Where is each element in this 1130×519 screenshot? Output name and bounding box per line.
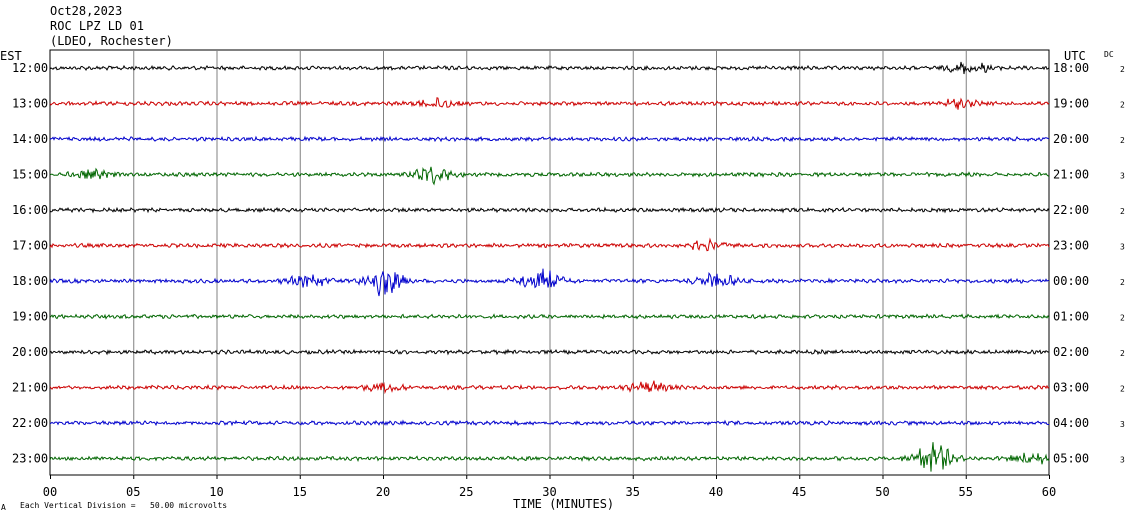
dc-value: 2 <box>1120 314 1125 323</box>
est-hour-label: 15:00 <box>12 168 48 182</box>
dc-value: 2 <box>1120 349 1125 358</box>
trace-row-1800 <box>49 268 1050 297</box>
station-name: ROC LPZ LD 01 <box>50 19 144 33</box>
est-hour-label: 22:00 <box>12 416 48 430</box>
utc-hour-label: 00:00 <box>1053 274 1089 288</box>
utc-hour-label: 01:00 <box>1053 310 1089 324</box>
trace-row-2100 <box>49 380 1050 395</box>
est-hour-label: 16:00 <box>12 203 48 217</box>
dc-value: 3 <box>1120 420 1125 429</box>
utc-hour-label: 05:00 <box>1053 452 1089 466</box>
est-hour-label: 19:00 <box>12 310 48 324</box>
dc-column-label: DC <box>1104 50 1114 59</box>
x-tick-label: 35 <box>626 485 640 499</box>
x-tick-label: 60 <box>1042 485 1056 499</box>
est-hour-label: 13:00 <box>12 97 48 111</box>
trace-row-2000 <box>49 348 1050 356</box>
trace-row-2300 <box>49 442 1050 472</box>
est-hour-label: 23:00 <box>12 452 48 466</box>
x-tick-label: 30 <box>542 485 556 499</box>
trace-row-1500 <box>49 166 1050 186</box>
est-axis-label: EST <box>0 49 22 63</box>
trace-row-1200 <box>49 61 1050 75</box>
utc-hour-label: 22:00 <box>1053 203 1089 217</box>
corner-mark: A <box>1 503 6 512</box>
utc-hour-label: 19:00 <box>1053 97 1089 111</box>
hour-labels: 12:00 18:00 213:00 19:00 214:00 20:00 215:00 21… <box>12 61 1125 466</box>
dc-value: 2 <box>1120 65 1125 74</box>
est-hour-label: 20:00 <box>12 345 48 359</box>
x-tick-label: 50 <box>875 485 889 499</box>
x-tick-label: 10 <box>209 485 223 499</box>
x-tick-label: 20 <box>376 485 390 499</box>
x-tick-label: 25 <box>459 485 473 499</box>
dc-value: 3 <box>1120 172 1125 181</box>
x-tick-label: 00 <box>43 485 57 499</box>
utc-hour-label: 21:00 <box>1053 168 1089 182</box>
x-axis-ticks: 00 05 10 15 20 25 30 35 40 45 50 55 60 <box>43 475 1056 499</box>
scale-note: Each Vertical Division = 50.00 microvolt… <box>20 501 228 510</box>
utc-hour-label: 04:00 <box>1053 416 1089 430</box>
est-hour-label: 14:00 <box>12 132 48 146</box>
trace-row-1600 <box>49 206 1050 214</box>
utc-hour-label: 02:00 <box>1053 345 1089 359</box>
utc-axis-label: UTC <box>1064 49 1086 63</box>
utc-hour-label: 03:00 <box>1053 381 1089 395</box>
x-tick-label: 55 <box>959 485 973 499</box>
x-tick-label: 15 <box>293 485 307 499</box>
x-axis-title: TIME (MINUTES) <box>513 497 615 511</box>
x-tick-label: 05 <box>126 485 140 499</box>
chart-date: Oct28,2023 <box>50 4 123 18</box>
est-hour-label: 12:00 <box>12 61 48 75</box>
utc-hour-label: 20:00 <box>1053 132 1089 146</box>
utc-hour-label: 18:00 <box>1053 61 1089 75</box>
x-tick-label: 40 <box>709 485 723 499</box>
utc-hour-label: 23:00 <box>1053 239 1089 253</box>
est-hour-label: 17:00 <box>12 239 48 253</box>
trace-row-1400 <box>49 135 1050 143</box>
grid-lines <box>49 49 1050 476</box>
dc-value: 2 <box>1120 101 1125 110</box>
trace-row-1300 <box>49 97 1050 110</box>
est-hour-label: 18:00 <box>12 274 48 288</box>
dc-value: 3 <box>1120 243 1125 252</box>
dc-value: 2 <box>1120 278 1125 287</box>
dc-value: 2 <box>1120 385 1125 394</box>
seismic-traces <box>49 61 1050 472</box>
trace-row-2200 <box>49 419 1049 427</box>
station-location: (LDEO, Rochester) <box>50 34 173 48</box>
dc-value: 3 <box>1120 456 1125 465</box>
trace-row-1700 <box>49 237 1050 252</box>
x-tick-label: 45 <box>792 485 806 499</box>
dc-value: 2 <box>1120 207 1125 216</box>
est-hour-label: 21:00 <box>12 381 48 395</box>
trace-row-1900 <box>49 313 1050 320</box>
dc-value: 2 <box>1120 136 1125 145</box>
